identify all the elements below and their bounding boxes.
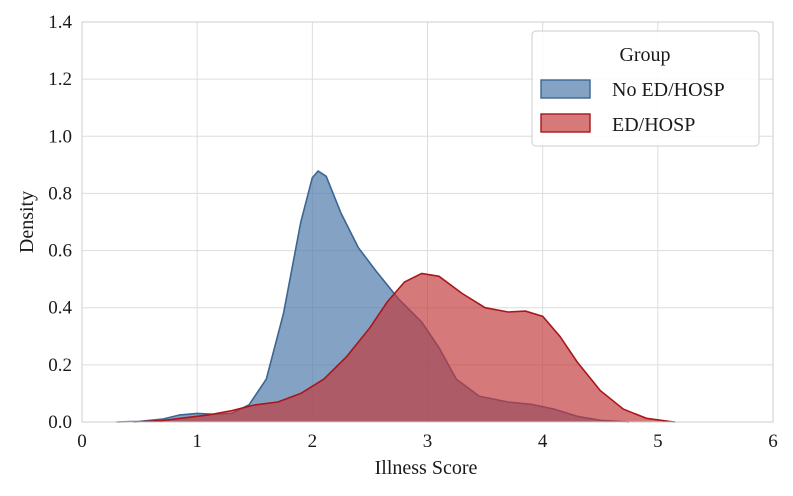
legend-title: Group	[619, 44, 670, 66]
density-areas	[116, 170, 676, 423]
y-tick-label: 0.4	[48, 298, 72, 319]
y-tick-label: 0.8	[48, 183, 72, 204]
y-tick-label: 1.4	[48, 12, 72, 33]
x-axis-label: Illness Score	[375, 457, 478, 479]
legend-label-no-ed-hosp: No ED/HOSP	[612, 79, 725, 101]
y-axis-label: Density	[16, 191, 38, 253]
y-tick-label: 0.0	[48, 412, 72, 433]
x-tick-label: 2	[308, 431, 318, 452]
legend-swatch-no-ed-hosp	[540, 79, 591, 99]
density-area-ed-hosp	[133, 273, 676, 422]
plot-area: 0 1 2 3 4 5 6 0.0 0.2 0.4 0.6 0.8 1.0 1.2 1.4	[48, 12, 778, 452]
x-tick-label: 1	[192, 431, 202, 452]
legend-label-ed-hosp: ED/HOSP	[612, 114, 695, 136]
y-tick-label: 1.0	[48, 126, 72, 147]
x-tick-label: 5	[653, 431, 663, 452]
x-tick-label: 0	[77, 431, 87, 452]
legend: Group No ED/HOSP ED/HOSP	[531, 30, 760, 147]
density-line-ed-hosp	[133, 272, 676, 423]
legend-swatch-ed-hosp	[540, 113, 591, 133]
x-tick-label: 4	[538, 431, 548, 452]
x-tick-labels: 0 1 2 3 4 5 6	[77, 431, 778, 452]
density-area-no-ed-hosp	[116, 171, 629, 422]
y-tick-labels: 0.0 0.2 0.4 0.6 0.8 1.0 1.2 1.4	[48, 12, 72, 433]
x-tick-label: 3	[423, 431, 433, 452]
x-tick-label: 6	[768, 431, 778, 452]
y-tick-label: 0.2	[48, 355, 72, 376]
y-tick-label: 0.6	[48, 241, 72, 262]
plot-frame	[81, 21, 774, 423]
y-tick-label: 1.2	[48, 69, 72, 90]
